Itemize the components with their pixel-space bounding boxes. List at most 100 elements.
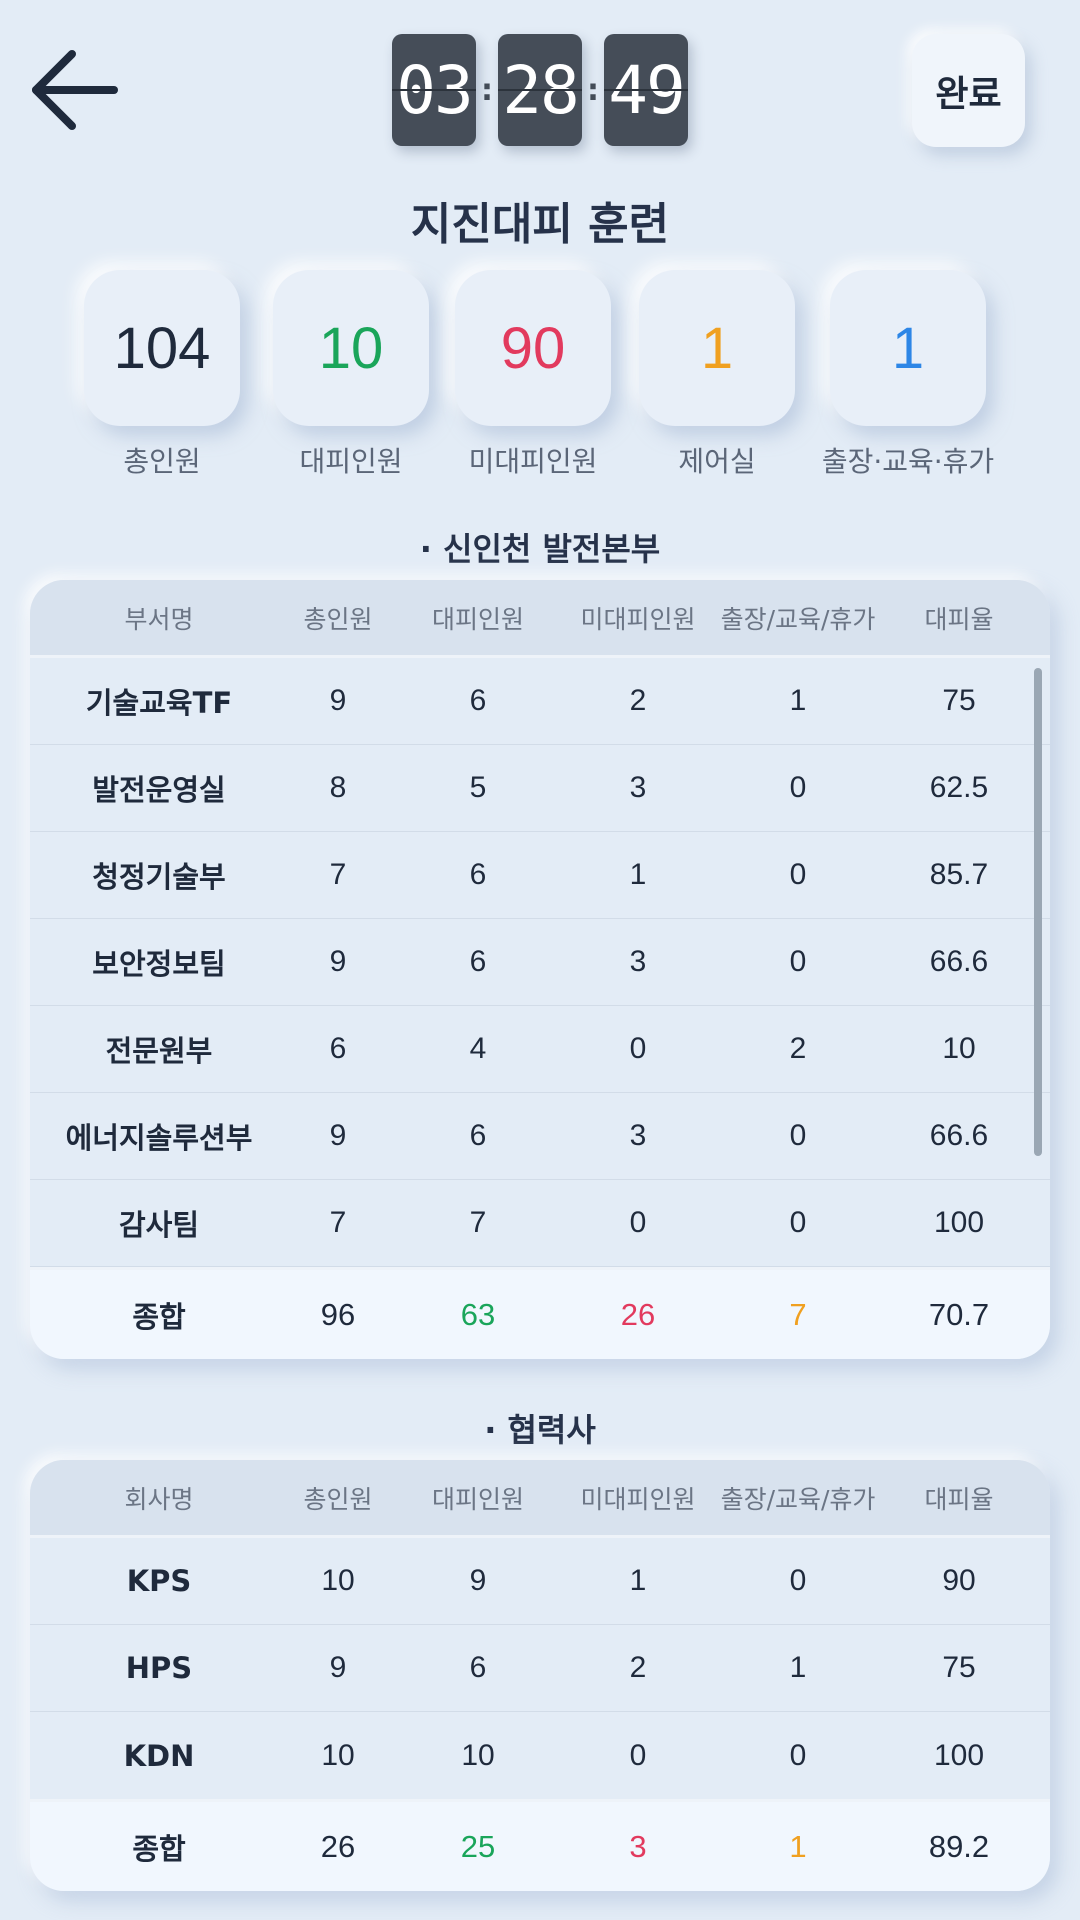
timer-seconds-value: 49 xyxy=(608,51,685,129)
cell-not-evacuated: 0 xyxy=(629,1738,647,1772)
cell-not-evacuated: 2 xyxy=(629,684,647,717)
cell-total: 7 xyxy=(329,858,347,891)
department-table: 부서명 총인원 대피인원 미대피인원 출장/교육/휴가 대피율 기술교육TF 9… xyxy=(30,580,1050,1359)
header-cell: 출장/교육/휴가 xyxy=(720,1484,876,1514)
table-scrollbar[interactable] xyxy=(1034,668,1042,1156)
total-label: 종합 xyxy=(132,1831,186,1866)
cell-rate: 66.6 xyxy=(929,1119,989,1152)
header-cell: 대피인원 xyxy=(431,1484,524,1514)
stat-total: 104 총인원 xyxy=(62,270,262,480)
stat-evacuated: 10 대피인원 xyxy=(251,270,451,480)
table-row[interactable]: KDN 10 10 0 0 100 xyxy=(30,1712,1050,1799)
countdown-timer: 03 : 28 : 49 xyxy=(392,34,688,146)
cell-not-evacuated: 0 xyxy=(629,1032,647,1065)
total-evacuated: 25 xyxy=(460,1828,496,1864)
table-row[interactable]: 감사팀 7 7 0 0 100 xyxy=(30,1180,1050,1267)
table-header: 회사명 총인원 대피인원 미대피인원 출장/교육/휴가 대피율 xyxy=(30,1460,1050,1538)
section-title-plant: · 신인천 발전본부 xyxy=(419,530,661,568)
stat-away-label: 출장·교육·휴가 xyxy=(821,445,995,478)
cell-rate: 75 xyxy=(942,1651,976,1684)
cell-away: 0 xyxy=(789,1119,807,1152)
table-total-row: 종합 96 63 26 7 70.7 xyxy=(30,1267,1050,1359)
timer-seconds: 49 xyxy=(604,34,688,146)
timer-minutes: 28 xyxy=(498,34,582,146)
table-body[interactable]: 기술교육TF 9 6 2 1 75 발전운영실 8 5 3 0 62.5 청정기… xyxy=(30,658,1050,1267)
header-cell: 대피율 xyxy=(924,1484,994,1514)
arrow-left-icon xyxy=(32,50,118,130)
partner-table: 회사명 총인원 대피인원 미대피인원 출장/교육/휴가 대피율 KPS 10 9… xyxy=(30,1460,1050,1891)
cell-total: 10 xyxy=(321,1738,355,1772)
total-evacuated: 63 xyxy=(460,1296,496,1332)
cell-evacuated: 6 xyxy=(469,858,487,891)
cell-evacuated: 6 xyxy=(469,684,487,717)
total-rate: 70.7 xyxy=(928,1296,990,1332)
cell-not-evacuated: 0 xyxy=(629,1206,647,1239)
header-cell: 대피율 xyxy=(924,604,994,634)
total-label: 종합 xyxy=(132,1299,186,1334)
cell-name: 발전운영실 xyxy=(92,773,226,807)
table-row[interactable]: HPS 9 6 2 1 75 xyxy=(30,1625,1050,1712)
cell-evacuated: 4 xyxy=(469,1032,487,1065)
table-row[interactable]: 에너지솔루션부 9 6 3 0 66.6 xyxy=(30,1093,1050,1180)
cell-not-evacuated: 2 xyxy=(629,1651,647,1684)
cell-rate: 100 xyxy=(933,1738,985,1772)
cell-away: 1 xyxy=(789,684,807,717)
cell-away: 0 xyxy=(789,1738,807,1772)
cell-rate: 62.5 xyxy=(929,771,989,804)
cell-away: 0 xyxy=(789,945,807,978)
cell-evacuated: 9 xyxy=(469,1564,487,1597)
cell-away: 0 xyxy=(789,771,807,804)
table-row[interactable]: 기술교육TF 9 6 2 1 75 xyxy=(30,658,1050,745)
done-button[interactable]: 완료 xyxy=(912,34,1025,147)
table-header: 부서명 총인원 대피인원 미대피인원 출장/교육/휴가 대피율 xyxy=(30,580,1050,658)
cell-rate: 90 xyxy=(942,1564,976,1597)
table-row[interactable]: KPS 10 9 1 0 90 xyxy=(30,1538,1050,1625)
stat-total-label: 총인원 xyxy=(123,445,201,478)
table-row[interactable]: 보안정보팀 9 6 3 0 66.6 xyxy=(30,919,1050,1006)
cell-away: 1 xyxy=(789,1651,807,1684)
cell-name: 에너지솔루션부 xyxy=(65,1121,253,1155)
table-total-row: 종합 26 25 3 1 89.2 xyxy=(30,1799,1050,1891)
cell-total: 6 xyxy=(329,1032,347,1065)
back-button[interactable] xyxy=(22,40,122,140)
cell-name: KDN xyxy=(123,1738,195,1773)
timer-hours-value: 03 xyxy=(396,51,473,129)
total-rate: 89.2 xyxy=(928,1828,990,1864)
cell-name: KPS xyxy=(126,1564,192,1598)
cell-away: 2 xyxy=(789,1032,807,1065)
cell-name: 청정기술부 xyxy=(92,860,226,894)
header-cell: 총인원 xyxy=(303,1484,373,1514)
cell-not-evacuated: 3 xyxy=(629,1119,647,1152)
stat-control-room: 1 제어실 xyxy=(617,270,817,480)
table-row[interactable]: 발전운영실 8 5 3 0 62.5 xyxy=(30,745,1050,832)
cell-evacuated: 6 xyxy=(469,945,487,978)
cell-total: 7 xyxy=(329,1206,347,1239)
cell-name: HPS xyxy=(125,1651,193,1685)
cell-rate: 100 xyxy=(933,1206,985,1239)
cell-name: 보안정보팀 xyxy=(92,947,226,981)
cell-evacuated: 7 xyxy=(469,1206,487,1239)
top-bar: 03 : 28 : 49 완료 xyxy=(0,0,1080,190)
table-row[interactable]: 전문원부 6 4 0 2 10 xyxy=(30,1006,1050,1093)
header-cell: 회사명 xyxy=(124,1484,194,1514)
cell-not-evacuated: 3 xyxy=(629,945,647,978)
cell-total: 9 xyxy=(329,1119,347,1152)
cell-name: 기술교육TF xyxy=(85,686,233,720)
stat-evacuated-value: 10 xyxy=(273,270,429,426)
timer-minutes-value: 28 xyxy=(502,51,579,129)
cell-rate: 75 xyxy=(942,684,976,717)
header-cell: 총인원 xyxy=(303,604,373,634)
total-away: 1 xyxy=(789,1828,807,1864)
cell-away: 0 xyxy=(789,1564,807,1597)
cell-rate: 85.7 xyxy=(929,858,989,891)
stat-not-evacuated-value: 90 xyxy=(455,270,611,426)
stat-total-value: 104 xyxy=(84,270,240,426)
total-not-evacuated: 26 xyxy=(620,1296,656,1332)
cell-away: 0 xyxy=(789,858,807,891)
cell-evacuated: 6 xyxy=(469,1119,487,1152)
header-cell: 대피인원 xyxy=(431,604,524,634)
cell-rate: 10 xyxy=(942,1032,976,1065)
timer-separator: : xyxy=(481,72,493,108)
table-body[interactable]: KPS 10 9 1 0 90 HPS 9 6 2 1 75 KDN 10 10… xyxy=(30,1538,1050,1799)
table-row[interactable]: 청정기술부 7 6 1 0 85.7 xyxy=(30,832,1050,919)
